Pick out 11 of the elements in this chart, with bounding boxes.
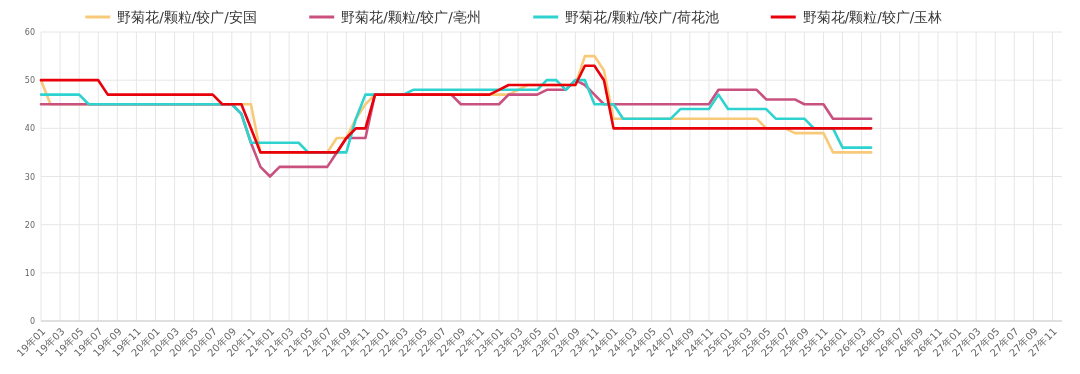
legend-label: 野菊花/颗粒/较广/安国 [117, 9, 257, 25]
y-tick-label: 50 [24, 76, 35, 86]
y-tick-label: 60 [24, 28, 35, 37]
legend-label: 野菊花/颗粒/较广/荷花池 [565, 9, 719, 25]
y-tick-label: 0 [29, 317, 35, 326]
y-tick-label: 30 [24, 172, 35, 182]
y-tick-label: 20 [24, 220, 35, 230]
legend-label: 野菊花/颗粒/较广/玉林 [802, 9, 943, 25]
y-tick-label: 40 [24, 124, 35, 134]
legend-label: 野菊花/颗粒/较广/亳州 [341, 9, 481, 25]
y-tick-label: 10 [24, 268, 35, 278]
